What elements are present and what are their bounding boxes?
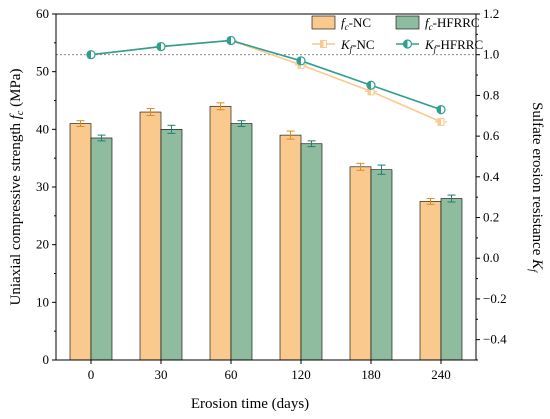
x-tick-label: 60 — [225, 367, 238, 382]
y-axis-right-title-main: Sulfate erosion resistance — [529, 102, 545, 259]
y-axis-right-title: Sulfate erosion resistance Kf — [527, 102, 545, 273]
y-left-tick-label: 50 — [36, 64, 49, 79]
point-half — [403, 40, 408, 48]
bar — [69, 123, 92, 361]
bar — [370, 169, 393, 361]
legend: fc-NC fc-HFRRC Kf-NC Kf-HFRRC — [311, 15, 483, 54]
bar — [160, 129, 183, 361]
legend-swatch-fc-nc — [311, 15, 336, 30]
x-tick-label: 30 — [155, 367, 168, 382]
y-left-tick-label: 40 — [36, 121, 49, 136]
bar — [349, 166, 372, 361]
errorbars-layer — [76, 102, 456, 205]
y-right-tick-label: 0.6 — [483, 128, 500, 143]
legend-marker-kf-hfrrc — [396, 39, 419, 49]
bar — [230, 123, 253, 361]
y-right-tick-label: 0.2 — [483, 210, 499, 225]
y-axis-left-title: Uniaxial compressive strength fc (MPa) — [8, 69, 26, 306]
legend-marker-kf-nc — [312, 40, 335, 48]
legend-label-kf-hfrrc: Kf-HFRRC — [424, 37, 483, 54]
series-line — [90, 39, 442, 111]
bar — [440, 198, 463, 361]
x-tick-label: 120 — [291, 367, 311, 382]
y-right-tick-label: 0.8 — [483, 87, 499, 102]
y-right-tick-label: 1.2 — [483, 6, 499, 21]
x-tick-label: 240 — [431, 367, 451, 382]
point-half — [368, 87, 371, 95]
y-right-tick-label: −0.2 — [483, 291, 507, 306]
y-right-tick-label: 1.0 — [483, 47, 499, 62]
y-axis-right-title-symbol: K — [529, 258, 545, 270]
legend-swatch-fc-hfrrc — [395, 15, 420, 30]
point-half — [367, 81, 371, 90]
point-half — [437, 105, 441, 114]
point-half — [297, 56, 301, 65]
point-half — [157, 42, 161, 51]
legend-label-fc-nc: fc-NC — [341, 15, 371, 32]
y-axis-left-title-sub: c — [15, 110, 26, 115]
point-half — [320, 40, 324, 48]
series-line — [90, 39, 442, 123]
bar — [209, 105, 232, 361]
y-left-tick-label: 60 — [36, 6, 49, 21]
bar — [279, 134, 302, 361]
y-left-tick-label: 20 — [36, 237, 49, 252]
point-half — [227, 36, 231, 45]
legend-label-kf-nc: Kf-NC — [340, 37, 375, 54]
y-axis-right-title-sub: f — [527, 269, 538, 273]
bar — [419, 201, 442, 361]
y-axis-right: −0.4 −0.2 0.0 0.2 0.4 0.6 0.8 1.0 1.2 — [476, 6, 507, 361]
x-axis-title: Erosion time (days) — [191, 396, 309, 412]
bars-layer — [69, 105, 463, 361]
x-tick-label: 0 — [88, 367, 95, 382]
plot-frame — [55, 13, 477, 361]
y-left-tick-label: 0 — [43, 352, 50, 367]
point-half — [438, 118, 441, 126]
y-axis-left: 0 10 20 30 40 50 60 — [36, 6, 56, 367]
lines-layer — [85, 35, 447, 126]
y-left-tick-label: 30 — [36, 179, 49, 194]
bar — [139, 111, 162, 361]
x-axis: 0 30 60 120 180 240 — [88, 360, 451, 382]
x-tick-label: 180 — [361, 367, 381, 382]
y-axis-left-title-symbol: f — [8, 113, 24, 119]
y-axis-left-title-unit: (MPa) — [8, 69, 24, 111]
y-right-tick-label: −0.4 — [483, 332, 507, 347]
y-left-tick-label: 10 — [36, 294, 49, 309]
bar — [90, 137, 113, 361]
bar — [300, 143, 323, 361]
point-half — [87, 50, 91, 59]
y-axis-left-title-main: Uniaxial compressive strength — [8, 119, 24, 305]
y-right-tick-label: 0.4 — [483, 169, 500, 184]
y-right-tick-label: 0.0 — [483, 250, 499, 265]
legend-label-fc-hfrrc: fc-HFRRC — [425, 15, 480, 32]
